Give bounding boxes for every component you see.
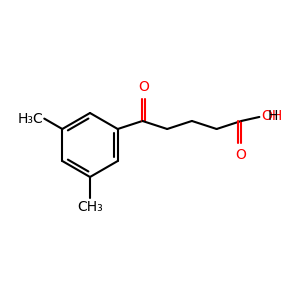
Text: OH: OH — [261, 109, 283, 123]
Text: H: H — [268, 109, 278, 123]
Text: CH₃: CH₃ — [77, 200, 103, 214]
Text: H₃C: H₃C — [17, 112, 43, 126]
Text: O: O — [138, 80, 149, 94]
Text: O: O — [235, 148, 246, 162]
